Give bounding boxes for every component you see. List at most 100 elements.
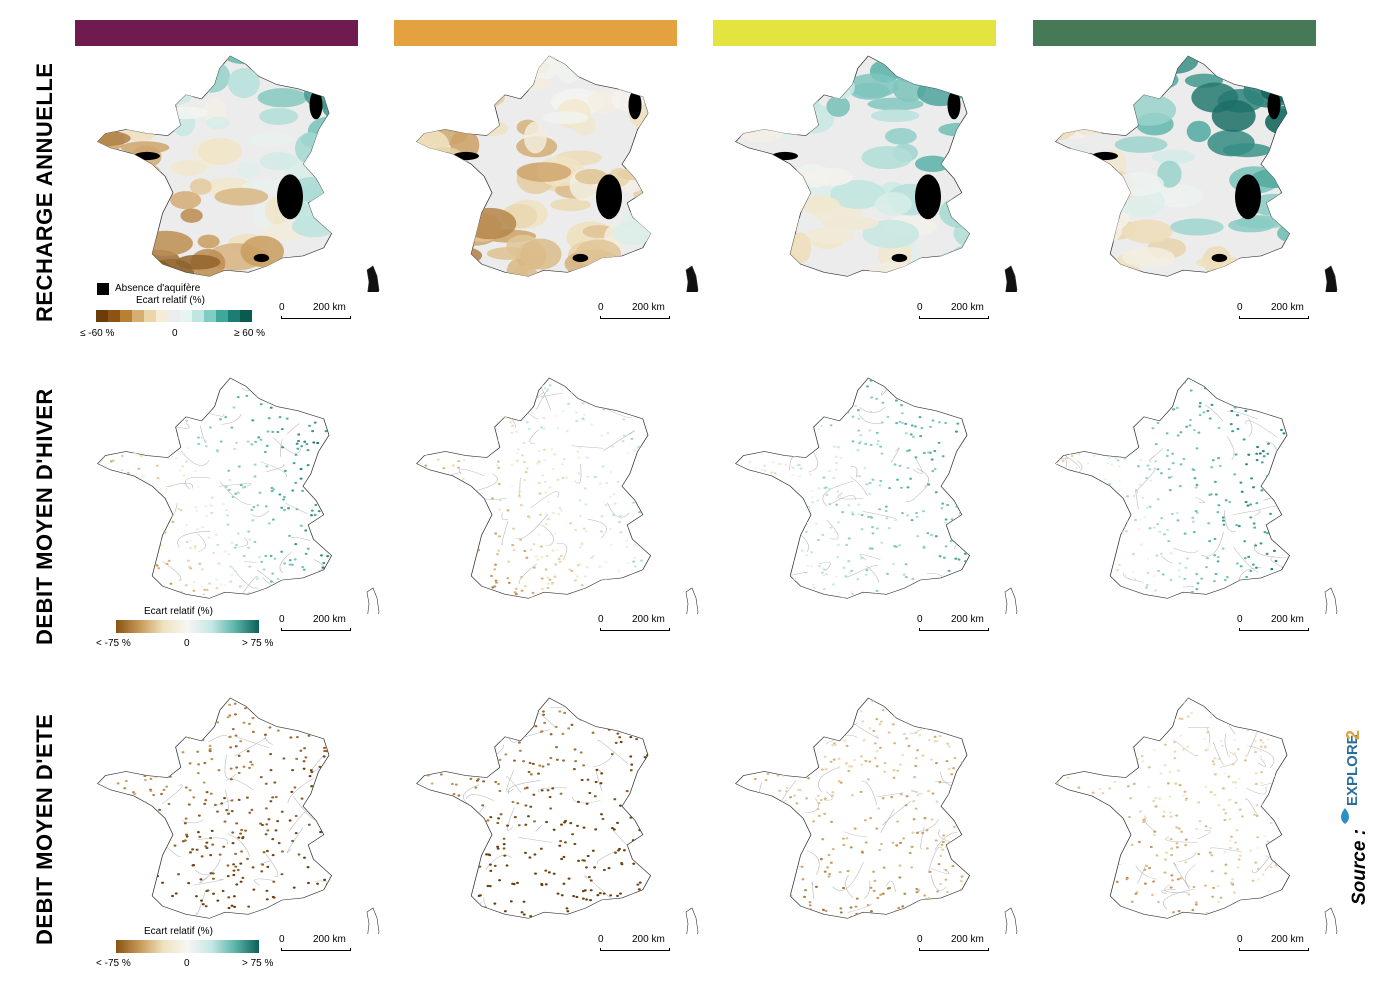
station-point — [1243, 759, 1247, 762]
station-point — [898, 544, 902, 547]
station-point — [1166, 726, 1170, 729]
station-point — [972, 552, 975, 554]
station-point — [875, 589, 879, 592]
station-point — [965, 522, 968, 525]
station-point — [127, 712, 131, 715]
station-point — [839, 494, 843, 497]
station-point — [1053, 431, 1055, 433]
station-point — [267, 522, 271, 525]
station-point — [1098, 883, 1102, 886]
station-point — [1092, 750, 1096, 753]
station-point — [419, 839, 423, 842]
station-point — [910, 845, 914, 848]
station-point — [253, 540, 257, 544]
station-point — [1189, 418, 1192, 421]
station-point — [231, 841, 235, 845]
station-point — [290, 790, 294, 794]
scale-line — [600, 316, 670, 319]
station-point — [855, 897, 859, 900]
station-point — [108, 882, 112, 885]
station-point — [1109, 835, 1113, 838]
station-point — [914, 807, 918, 810]
station-point — [245, 394, 249, 398]
station-point — [921, 831, 925, 835]
station-point — [939, 882, 942, 886]
station-point — [327, 722, 331, 725]
station-point — [621, 440, 625, 443]
station-point — [1294, 805, 1297, 807]
river-line — [284, 502, 308, 514]
station-point — [1295, 549, 1298, 551]
station-point — [533, 853, 537, 856]
station-point — [966, 905, 970, 908]
station-point — [804, 378, 808, 380]
station-point — [514, 587, 518, 590]
station-point — [260, 698, 264, 701]
station-point — [767, 762, 771, 765]
river-line — [1182, 586, 1194, 588]
station-point — [330, 757, 332, 761]
station-point — [1187, 893, 1191, 896]
station-point — [271, 838, 275, 841]
river-line — [862, 511, 897, 521]
station-point — [836, 490, 840, 493]
station-point — [471, 534, 475, 538]
station-point — [589, 899, 592, 902]
station-point — [1058, 717, 1061, 721]
station-point — [612, 493, 616, 496]
station-point — [246, 796, 249, 799]
station-point — [1189, 389, 1193, 392]
station-point — [1270, 900, 1274, 903]
station-point — [742, 390, 746, 394]
aquifer-region — [175, 254, 221, 270]
station-point — [1207, 522, 1211, 525]
station-point — [824, 486, 828, 489]
station-point — [606, 432, 610, 435]
river-line — [826, 519, 839, 540]
station-point — [265, 849, 269, 853]
river-line — [1226, 436, 1235, 460]
station-point — [1211, 895, 1215, 898]
station-point — [610, 753, 614, 756]
station-point — [1293, 560, 1296, 562]
station-point — [546, 763, 550, 766]
station-point — [831, 599, 834, 601]
station-point — [968, 441, 970, 444]
station-point — [1129, 797, 1132, 800]
aquifer-region — [789, 232, 812, 264]
station-point — [568, 568, 572, 571]
station-point — [1179, 463, 1183, 466]
station-point — [543, 459, 547, 462]
station-point — [944, 518, 948, 521]
station-point — [1236, 414, 1239, 417]
aquifer-region — [631, 56, 651, 73]
station-point — [815, 885, 818, 888]
river-line — [460, 805, 486, 831]
station-point — [660, 557, 663, 559]
station-point — [821, 567, 825, 570]
station-point — [1081, 596, 1085, 599]
station-point — [800, 549, 804, 552]
station-point — [756, 860, 760, 863]
france-outline — [1055, 377, 1291, 599]
station-point — [952, 825, 956, 829]
river-line — [915, 819, 939, 833]
aquifer-region — [939, 251, 970, 264]
station-point — [177, 507, 181, 510]
station-point — [829, 526, 833, 529]
river-line — [1161, 555, 1173, 564]
station-point — [464, 748, 468, 751]
station-point — [154, 388, 157, 391]
station-point — [200, 855, 204, 858]
station-point — [117, 390, 121, 393]
station-point — [308, 774, 312, 778]
station-point — [629, 576, 632, 580]
station-point — [100, 514, 104, 517]
station-point — [835, 408, 838, 411]
station-point — [442, 709, 446, 713]
station-point — [975, 529, 978, 531]
station-point — [896, 696, 899, 698]
station-point — [618, 736, 622, 739]
station-point — [1167, 393, 1170, 396]
station-point — [511, 719, 515, 722]
